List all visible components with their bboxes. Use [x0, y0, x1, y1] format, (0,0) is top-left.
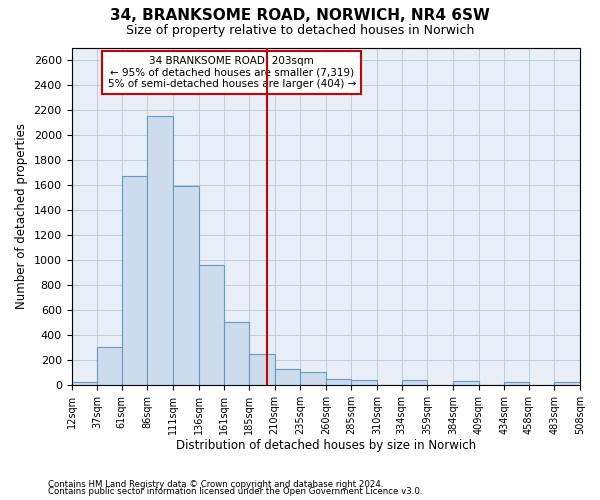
Bar — [275, 369, 300, 385]
Text: Contains public sector information licensed under the Open Government Licence v3: Contains public sector information licen… — [48, 487, 422, 496]
Bar — [173, 186, 199, 385]
Bar — [148, 116, 173, 385]
Text: Size of property relative to detached houses in Norwich: Size of property relative to detached ho… — [126, 24, 474, 37]
Bar — [224, 322, 249, 385]
Bar — [97, 348, 122, 385]
Bar — [199, 265, 224, 385]
Bar — [122, 176, 148, 385]
Bar — [71, 382, 97, 385]
Text: Contains HM Land Registry data © Crown copyright and database right 2024.: Contains HM Land Registry data © Crown c… — [48, 480, 383, 489]
Bar — [352, 380, 377, 385]
Bar — [401, 380, 427, 385]
Bar — [504, 382, 529, 385]
X-axis label: Distribution of detached houses by size in Norwich: Distribution of detached houses by size … — [176, 440, 476, 452]
Bar — [249, 354, 275, 385]
Bar — [300, 372, 326, 385]
Bar — [554, 382, 580, 385]
Bar — [453, 381, 479, 385]
Text: 34 BRANKSOME ROAD: 203sqm
← 95% of detached houses are smaller (7,319)
5% of sem: 34 BRANKSOME ROAD: 203sqm ← 95% of detac… — [107, 56, 356, 89]
Bar — [326, 378, 352, 385]
Text: 34, BRANKSOME ROAD, NORWICH, NR4 6SW: 34, BRANKSOME ROAD, NORWICH, NR4 6SW — [110, 8, 490, 22]
Y-axis label: Number of detached properties: Number of detached properties — [15, 123, 28, 309]
